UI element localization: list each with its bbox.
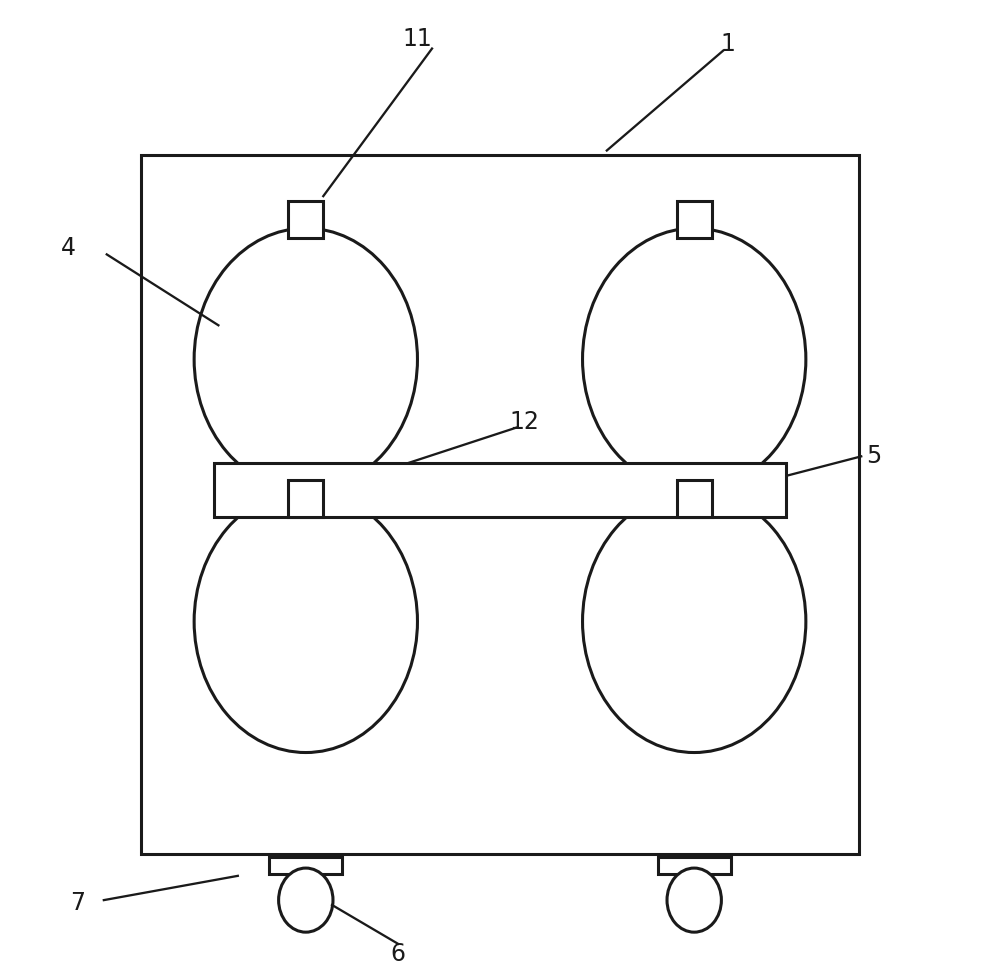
Bar — [214, 463, 786, 517]
Text: 4: 4 — [60, 236, 75, 259]
Bar — [677, 480, 712, 517]
Ellipse shape — [667, 868, 721, 932]
Text: 12: 12 — [509, 411, 539, 434]
Bar — [141, 155, 859, 854]
Bar — [288, 201, 323, 238]
Bar — [288, 480, 323, 517]
Ellipse shape — [279, 868, 333, 932]
Bar — [677, 201, 712, 238]
Bar — [658, 857, 731, 874]
Text: 11: 11 — [403, 27, 432, 50]
Text: 1: 1 — [721, 32, 736, 55]
Text: 5: 5 — [866, 445, 881, 468]
Bar — [269, 857, 342, 874]
Text: 6: 6 — [391, 942, 406, 965]
Text: 7: 7 — [70, 891, 85, 915]
Ellipse shape — [194, 228, 417, 490]
Ellipse shape — [583, 228, 806, 490]
Ellipse shape — [194, 490, 417, 753]
Ellipse shape — [583, 490, 806, 753]
